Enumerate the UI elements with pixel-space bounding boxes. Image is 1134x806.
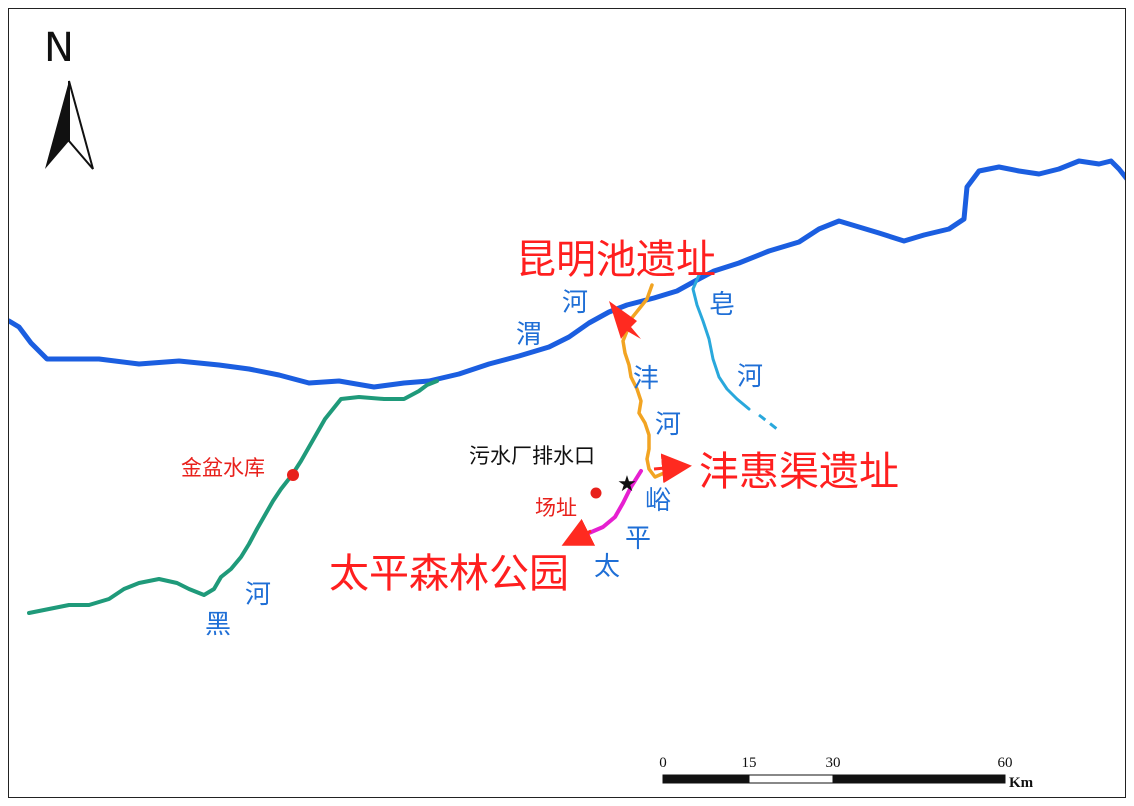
scale-tick-60: 60: [998, 755, 1013, 771]
taipingyu-char-2: 平: [625, 524, 651, 554]
sewage-outlet-label: 污水厂排水口: [469, 444, 595, 468]
site-label: 场址: [535, 496, 577, 520]
hei-river-char-1: 黑: [205, 610, 231, 640]
wei-river-char-1: 渭: [516, 320, 542, 350]
north-label: N: [44, 25, 74, 71]
scale-tick-30: 30: [826, 755, 841, 771]
taiping-forest-arrow-icon: [561, 518, 596, 546]
zao-river-line: [691, 273, 751, 411]
taipingyu-char-3: 峪: [645, 486, 671, 516]
zao-river-dash: [758, 413, 778, 431]
jinpen-reservoir-label: 金盆水库: [181, 456, 265, 480]
map-frame: N ★ 渭 河 沣 河 皂 河 峪 平 太 河 黑 昆明池遗址 沣惠渠遗址 太平…: [8, 8, 1126, 798]
kunming-pool-label: 昆明池遗址: [516, 237, 716, 283]
wei-river-line: [9, 158, 1125, 390]
feng-river-char-1: 沣: [633, 364, 659, 394]
scale-unit: Km: [1009, 775, 1034, 791]
scale-bar: 0 15 30 60 Km: [659, 755, 1033, 791]
taiping-forest-label: 太平森林公园: [329, 551, 569, 597]
zao-river-char-2: 河: [737, 362, 763, 392]
fenghui-canal-label: 沣惠渠遗址: [699, 449, 899, 495]
taipingyu-char-1: 太: [594, 552, 620, 582]
feng-river-char-2: 河: [655, 410, 681, 440]
north-arrow-icon: N: [44, 25, 94, 170]
jinpen-reservoir-dot: [287, 469, 299, 481]
zao-river-char-1: 皂: [709, 290, 735, 320]
kunming-pool-arrow-icon: [609, 301, 641, 339]
wei-river-char-2: 河: [562, 288, 588, 318]
site-dot: [590, 487, 602, 499]
scale-tick-0: 0: [659, 755, 667, 771]
hei-river-char-2: 河: [245, 580, 271, 610]
hei-river-line: [27, 379, 439, 615]
fenghui-canal-arrow-icon: [653, 453, 692, 484]
map-canvas: N ★ 渭 河 沣 河 皂 河 峪 平 太 河 黑 昆明池遗址 沣惠渠遗址 太平…: [9, 25, 1125, 791]
sewage-outlet-star-icon: ★: [617, 472, 637, 497]
scale-tick-15: 15: [742, 755, 757, 771]
